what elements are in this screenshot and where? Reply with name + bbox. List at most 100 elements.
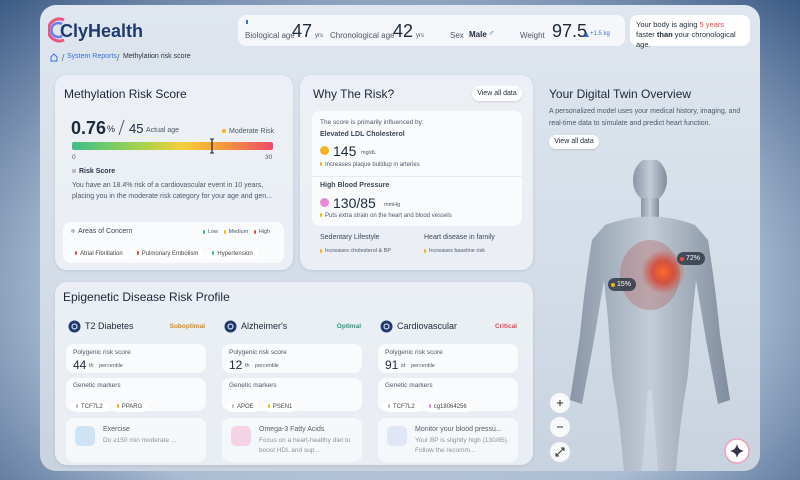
dot — [232, 404, 234, 409]
factor-note: Puts extra strain on the heart and blood… — [320, 213, 452, 219]
stat-unit: yrs — [416, 33, 424, 39]
disease-name: Alzheimer's — [241, 321, 288, 331]
dot — [222, 129, 226, 134]
stat-label: Sex — [450, 31, 464, 40]
circle — [68, 320, 81, 333]
zoom-controls[interactable] — [548, 392, 572, 464]
stat-change: +1.5 kg — [590, 31, 610, 37]
breadcrumb-icons — [50, 53, 65, 62]
circle — [227, 323, 234, 330]
divider — [312, 176, 522, 177]
stats-bar — [238, 15, 625, 46]
dot — [611, 282, 615, 287]
marker — [246, 20, 248, 24]
stat-label: Chronological age — [330, 31, 395, 40]
factor-unit: mg/dL — [361, 150, 377, 156]
text: Increases baseline risk — [429, 248, 485, 254]
score-label: Polygenic risk score — [385, 349, 443, 356]
path — [730, 444, 744, 458]
tag: Atrial Fibrillation — [70, 249, 128, 259]
text: Increases cholesterol & BP — [325, 248, 392, 254]
score-suffix: th — [245, 363, 250, 369]
highlight: 5 years — [699, 20, 725, 29]
score-value: 91 — [385, 358, 399, 372]
marker-chip: PSEN1 — [262, 402, 298, 412]
disease-name: Cardiovascular — [397, 321, 458, 331]
text: Hypertension — [217, 251, 253, 257]
score-box — [222, 344, 362, 373]
view-all-button[interactable]: View all data — [472, 86, 522, 101]
factor-name: Elevated LDL Cholesterol — [320, 131, 405, 138]
scale-min: 0 — [72, 154, 76, 161]
breadcrumb-link[interactable]: System Reports — [67, 53, 117, 60]
concerns-title: Areas of Concern — [71, 228, 132, 235]
factor-value: 145 — [333, 143, 357, 159]
text: cg18064256 — [433, 404, 467, 410]
marker-chip: cg18064256 — [423, 402, 472, 412]
factor-value: 130/85 — [333, 195, 376, 211]
recommendation-icon — [387, 426, 407, 446]
factor-icon — [320, 146, 329, 155]
body-model — [570, 160, 730, 471]
path — [50, 21, 63, 39]
stat-value: 97.5 — [552, 21, 588, 41]
disease-status: Suboptimal — [169, 323, 205, 330]
logo-icon — [48, 17, 65, 43]
path — [50, 53, 58, 62]
dot — [424, 248, 426, 253]
badge[interactable]: 72% — [677, 252, 705, 265]
sex-symbol: ♂ — [488, 28, 495, 38]
text: Moderate Risk — [229, 128, 275, 135]
recommendation-text: Do ≥150 min moderate ... — [103, 437, 177, 444]
risk-description: You have an 18.4% risk of a cardiovascul… — [72, 182, 273, 200]
stat-unit: yrs — [315, 33, 323, 39]
text: Risk Score — [79, 168, 116, 175]
dot — [136, 251, 139, 256]
score-value: 44 — [73, 358, 87, 372]
recommendation-text: Your BP is slightly high (130/85). Follo… — [415, 437, 509, 454]
text: than — [656, 30, 673, 39]
view-all-button[interactable]: View all data — [549, 135, 599, 149]
text: Areas of Concern — [78, 228, 133, 235]
recommendation-title: Omega-3 Fatty Acids — [259, 426, 325, 433]
text: Your body is aging — [636, 20, 698, 29]
score-percentile: percentile — [99, 363, 123, 369]
dot — [76, 404, 78, 409]
rect — [641, 198, 659, 218]
markers: TCF7L2 cg18064256 — [383, 395, 476, 413]
recommendation-title: Monitor your blood pressu... — [415, 426, 502, 433]
markers: TCF7L2 PPARG — [71, 395, 151, 413]
dot — [428, 404, 431, 409]
twin-title: Your Digital Twin Overview — [549, 87, 692, 101]
other-note: Increases cholesterol & BP — [320, 248, 391, 254]
recommendation-text: Focus on a heart-healthy diet to boost H… — [259, 437, 351, 454]
dot — [116, 404, 119, 409]
score-suffix: st — [401, 363, 406, 369]
legend-item: Low — [208, 229, 219, 235]
recommendation-title: Exercise — [103, 426, 130, 433]
markers-label: Genetic markers — [229, 382, 277, 389]
concern-tags: Atrial Fibrillation Pulmonary Embolism Hyp… — [70, 242, 262, 260]
dot — [388, 404, 390, 409]
markers-label: Genetic markers — [73, 382, 121, 389]
disease-status: Optimal — [336, 323, 361, 330]
dot — [203, 229, 205, 234]
disease-name: T2 Diabetes — [85, 321, 134, 331]
path — [48, 17, 65, 43]
legend: Low Medium High — [203, 229, 270, 235]
dot — [320, 248, 322, 253]
age: 45 — [129, 121, 144, 136]
assistant-button[interactable] — [724, 438, 750, 464]
dot — [267, 404, 270, 409]
text: 72% — [686, 255, 701, 262]
aging-message: Your body is aging 5 years faster than y… — [630, 15, 750, 49]
ellipse — [633, 160, 667, 202]
intro: The score is primarily influenced by: — [320, 119, 424, 126]
badge[interactable]: 15% — [608, 278, 636, 291]
legend-item: High — [258, 229, 271, 235]
dot — [212, 251, 215, 256]
breadcrumb-sep — [116, 53, 120, 62]
text: Atrial Fibrillation — [80, 251, 123, 257]
stat-value: Male — [469, 30, 487, 39]
